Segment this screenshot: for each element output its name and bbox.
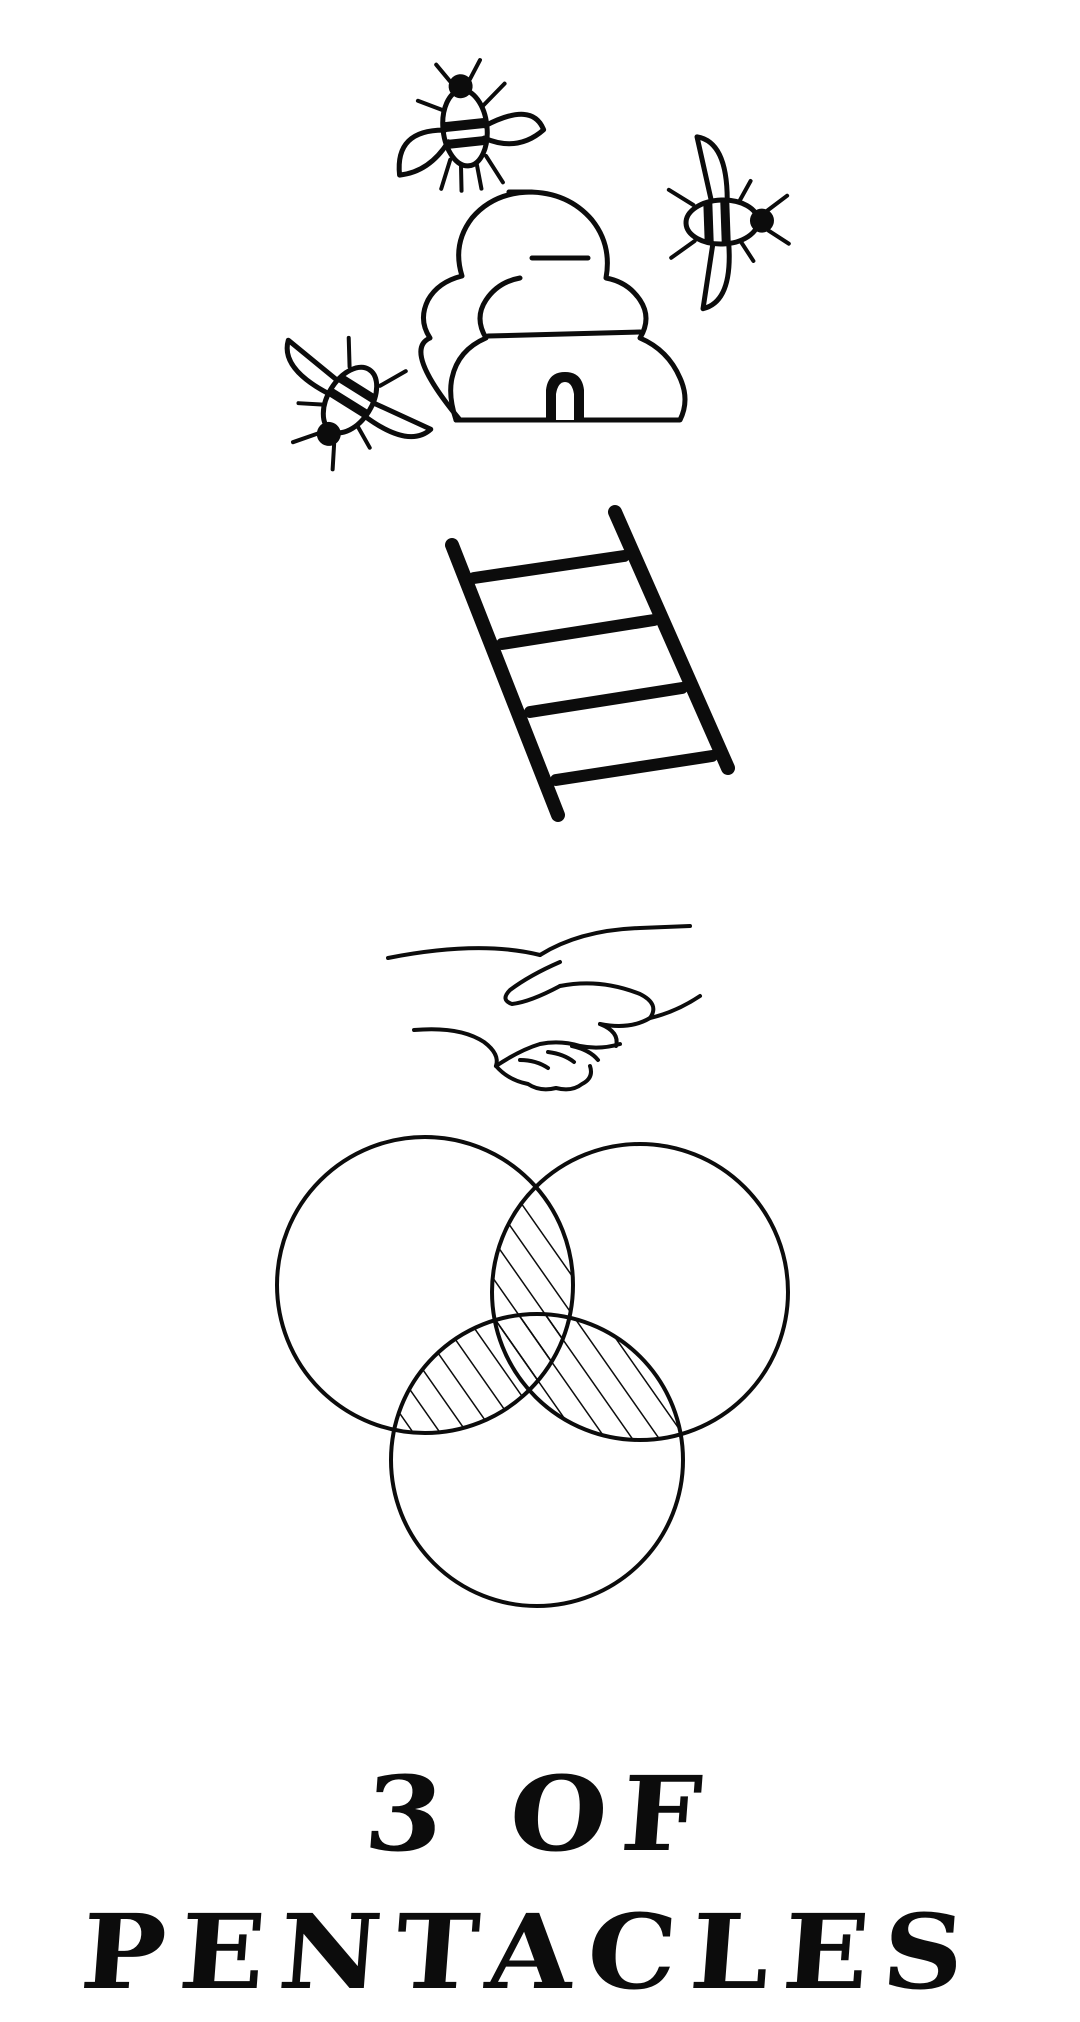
ladder-icon (445, 505, 735, 822)
bee-icon (284, 335, 434, 472)
beehive-icon (418, 189, 688, 423)
bee-icon (666, 134, 791, 312)
bee-icon (396, 58, 547, 193)
tarot-card: 3 OF PENTACLES (76, 58, 983, 2013)
card-title: 3 OF PENTACLES (76, 1754, 983, 2013)
interlocking-circles-icon (275, 1135, 790, 1608)
handshake-icon (386, 924, 702, 1092)
card-illustration (275, 58, 791, 1608)
